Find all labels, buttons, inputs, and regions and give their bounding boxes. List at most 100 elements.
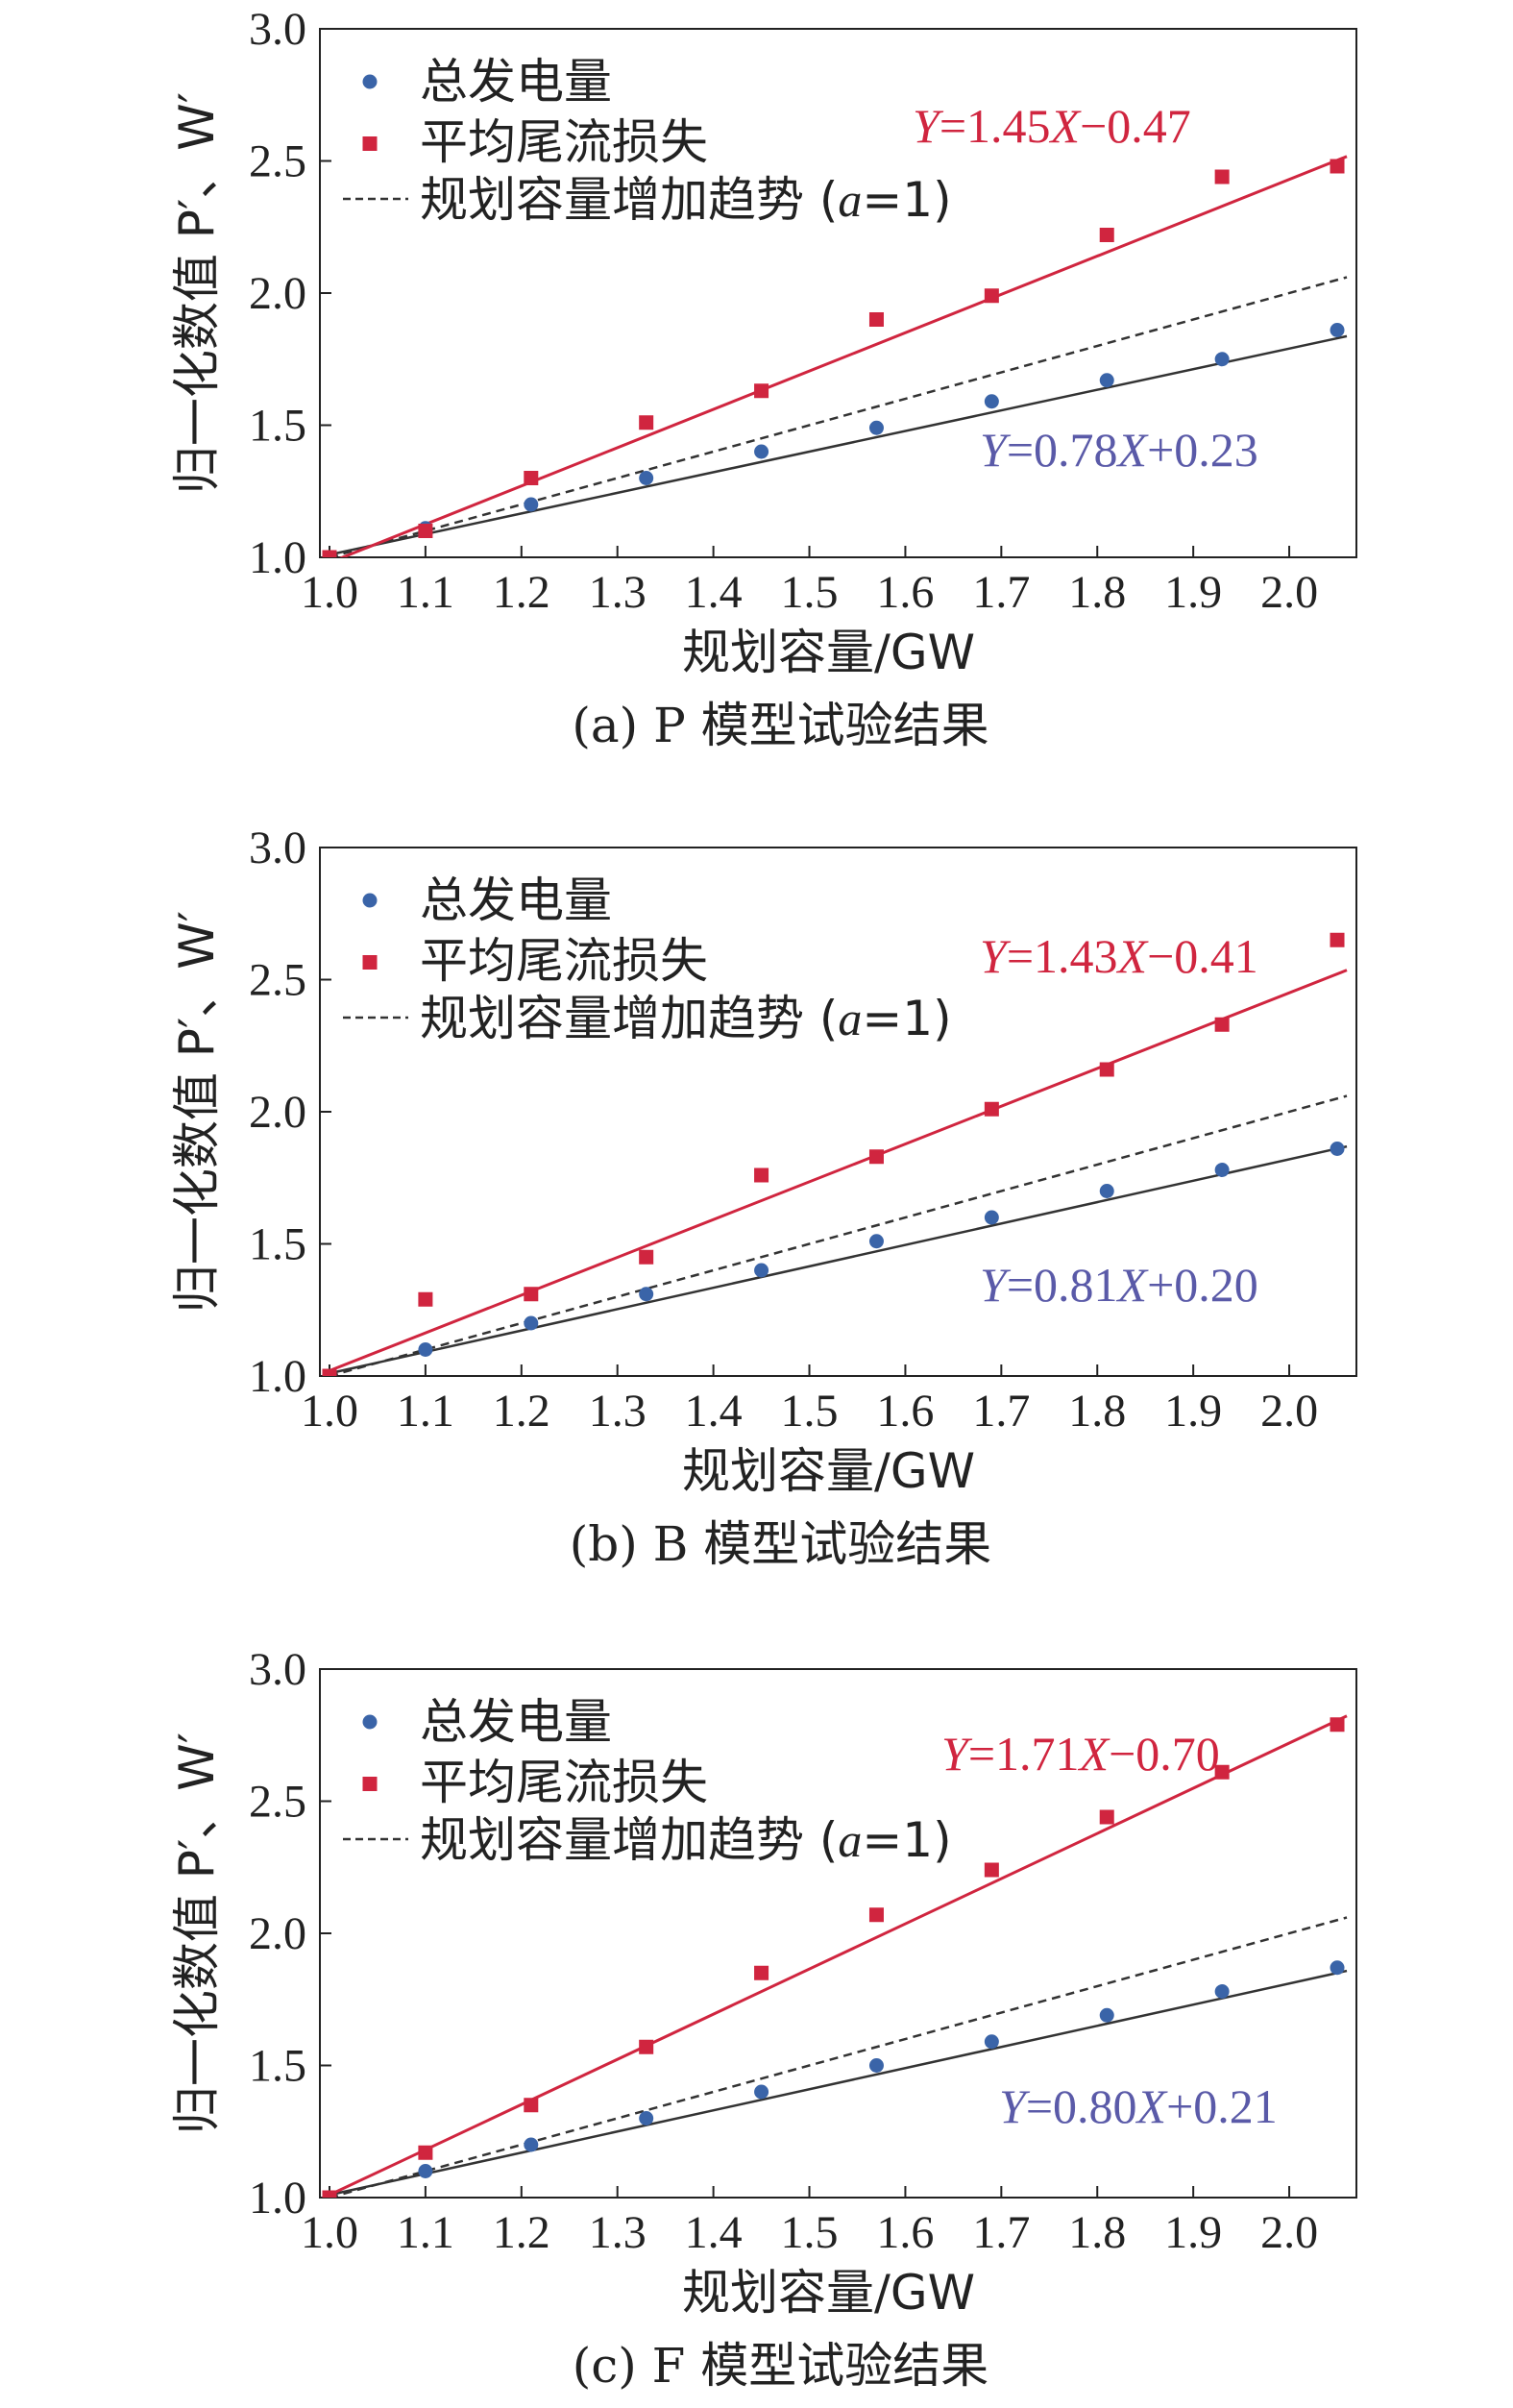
fit-line-wake-loss: [329, 1714, 1348, 2197]
y-tick-label: 1.0: [249, 532, 306, 583]
x-tick-label: 1.2: [493, 567, 550, 618]
legend-label-trend: 规划容量增加趋势 (a=1): [420, 1812, 952, 1868]
y-tick-label: 2.0: [249, 268, 306, 319]
x-tick-label: 1.3: [589, 567, 647, 618]
x-tick-label: 1.7: [972, 567, 1030, 618]
point-total-power: [639, 2111, 654, 2125]
point-wake-loss: [322, 1368, 337, 1376]
point-total-power: [754, 1263, 769, 1278]
point-wake-loss: [524, 2098, 539, 2113]
chart-panel-1: 1.0 1.5 2.0 2.5 3.0 1.0 1.1 1.2 1.3 1.4 1.5 1.6 1.7 1…: [169, 4, 1357, 753]
point-wake-loss: [1214, 1764, 1230, 1780]
x-tick-label: 2.0: [1260, 567, 1318, 618]
x-tick-label: 1.9: [1164, 1386, 1222, 1437]
point-wake-loss: [322, 2190, 337, 2198]
point-total-power: [754, 2084, 769, 2100]
point-wake-loss: [984, 1862, 999, 1878]
point-wake-loss: [984, 1101, 999, 1117]
x-tick-label: 1.8: [1068, 2207, 1126, 2258]
x-tick-label: 1.6: [876, 2207, 934, 2258]
equation-wake-loss: Y=1.71X−0.70: [941, 1727, 1220, 1781]
point-wake-loss: [1099, 228, 1114, 242]
y-tick-label: 2.5: [249, 1777, 306, 1828]
chart-panel-2: 1.0 1.5 2.0 2.5 3.0 1.0 1.1 1.2 1.3 1.4 1.5 1.6 1.7 1…: [169, 823, 1357, 1572]
x-tick-label: 1.0: [301, 2207, 358, 2258]
point-total-power: [1214, 1163, 1230, 1177]
point-wake-loss: [1330, 159, 1345, 174]
fit-line-total-power: [329, 1969, 1348, 2197]
legend-label-total-power: 总发电量: [420, 1694, 612, 1750]
fit-line-wake-loss: [329, 969, 1348, 1372]
point-total-power: [524, 1315, 539, 1331]
x-axis-label: 规划容量/GW: [682, 1443, 975, 1499]
point-total-power: [1330, 1142, 1345, 1156]
trend-line-a1: [329, 276, 1348, 557]
x-tick-label: 1.5: [781, 1386, 839, 1437]
point-wake-loss: [1099, 1062, 1114, 1077]
y-tick-label: 1.0: [249, 1351, 306, 1402]
x-tick-label: 1.2: [493, 2207, 550, 2258]
x-tick-label: 1.2: [493, 1386, 550, 1437]
point-total-power: [984, 394, 999, 409]
legend-marker-total-power: [362, 893, 378, 908]
y-tick-label: 2.5: [249, 136, 306, 187]
legend-label-total-power: 总发电量: [420, 54, 612, 110]
x-tick-label: 1.8: [1068, 1386, 1126, 1437]
point-total-power: [1099, 1184, 1114, 1198]
y-tick-label: 3.0: [249, 823, 306, 873]
x-axis-label: 规划容量/GW: [682, 625, 975, 680]
point-total-power: [1214, 352, 1230, 367]
point-total-power: [639, 471, 654, 485]
point-wake-loss: [1214, 1017, 1230, 1032]
point-total-power: [524, 2137, 539, 2152]
chart-panel-3: 1.0 1.5 2.0 2.5 3.0 1.0 1.1 1.2 1.3 1.4 1.5 1.6 1.7 1…: [169, 1644, 1357, 2394]
point-wake-loss: [1330, 1717, 1345, 1732]
point-total-power: [984, 2034, 999, 2050]
x-tick-label: 1.4: [685, 567, 743, 618]
point-wake-loss: [322, 550, 337, 557]
equation-total-power: Y=0.78X+0.23: [980, 423, 1258, 477]
equation-total-power: Y=0.81X+0.20: [980, 1258, 1258, 1312]
equation-total-power: Y=0.80X+0.21: [999, 2079, 1278, 2133]
fit-line-total-power: [329, 1144, 1348, 1375]
point-wake-loss: [418, 524, 433, 538]
x-tick-label: 1.5: [781, 567, 839, 618]
plot-area: [322, 155, 1348, 557]
y-axis-label: 归一化数值 P′、W′: [169, 1732, 225, 2134]
point-wake-loss: [868, 312, 884, 327]
point-wake-loss: [984, 288, 999, 304]
point-total-power: [984, 1210, 999, 1225]
point-wake-loss: [754, 1167, 769, 1183]
point-wake-loss: [639, 415, 654, 430]
x-tick-label: 1.5: [781, 2207, 839, 2258]
y-tick-label: 3.0: [249, 4, 306, 55]
point-wake-loss: [524, 1287, 539, 1302]
y-tick-label: 1.0: [249, 2173, 306, 2224]
x-tick-label: 1.4: [685, 2207, 743, 2258]
point-wake-loss: [868, 1907, 884, 1923]
x-tick-label: 1.6: [876, 567, 934, 618]
x-tick-label: 1.4: [685, 1386, 743, 1437]
equation-wake-loss: Y=1.45X−0.47: [913, 99, 1191, 153]
x-tick-label: 1.7: [972, 1386, 1030, 1437]
point-wake-loss: [524, 471, 539, 485]
plot-area: [322, 932, 1348, 1376]
point-wake-loss: [868, 1149, 884, 1165]
panel-caption: (c) F 模型试验结果: [573, 2338, 989, 2394]
x-tick-label: 1.8: [1068, 567, 1126, 618]
y-tick-label: 1.5: [249, 401, 306, 452]
x-tick-label: 1.0: [301, 1386, 358, 1437]
legend-label-trend: 规划容量增加趋势 (a=1): [420, 991, 952, 1046]
x-tick-label: 1.7: [972, 2207, 1030, 2258]
panel-caption: (a) P 模型试验结果: [572, 698, 988, 753]
legend-marker-wake-loss: [362, 136, 378, 151]
legend-label-total-power: 总发电量: [420, 872, 612, 928]
x-tick-label: 1.9: [1164, 2207, 1222, 2258]
y-tick-label: 3.0: [249, 1644, 306, 1695]
plot-area: [322, 1714, 1348, 2198]
legend-label-wake-loss: 平均尾流损失: [420, 1755, 708, 1810]
x-tick-label: 2.0: [1260, 1386, 1318, 1437]
